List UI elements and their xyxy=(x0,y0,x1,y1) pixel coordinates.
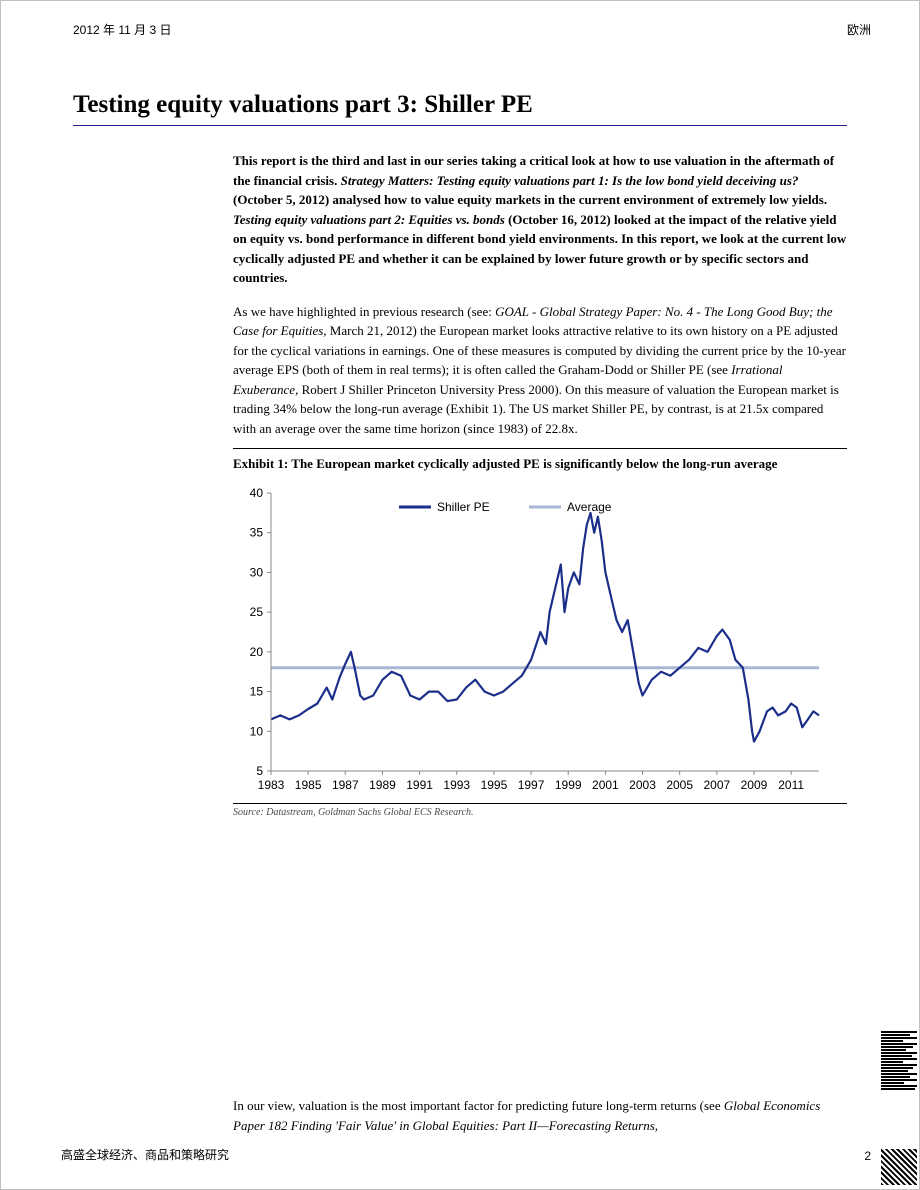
svg-text:2003: 2003 xyxy=(629,778,656,792)
qr-decoration xyxy=(881,1149,917,1185)
chart-source: Source: Datastream, Goldman Sachs Global… xyxy=(233,803,847,818)
svg-text:Average: Average xyxy=(567,500,612,514)
footer-left: 高盛全球经济、商品和策略研究 xyxy=(61,1146,229,1163)
svg-text:1985: 1985 xyxy=(295,778,322,792)
svg-text:2009: 2009 xyxy=(741,778,768,792)
svg-text:10: 10 xyxy=(250,724,264,738)
footer-paragraph: In our view, valuation is the most impor… xyxy=(233,1096,847,1135)
svg-text:1987: 1987 xyxy=(332,778,359,792)
svg-text:2005: 2005 xyxy=(666,778,693,792)
svg-text:1999: 1999 xyxy=(555,778,582,792)
svg-text:20: 20 xyxy=(250,645,264,659)
svg-text:5: 5 xyxy=(256,764,263,778)
page-footer: 高盛全球经济、商品和策略研究 2 xyxy=(61,1146,871,1163)
svg-text:Shiller PE: Shiller PE xyxy=(437,500,490,514)
svg-text:2001: 2001 xyxy=(592,778,619,792)
svg-text:1995: 1995 xyxy=(481,778,508,792)
intro-italic-1: Strategy Matters: Testing equity valuati… xyxy=(341,173,799,188)
svg-text:40: 40 xyxy=(250,486,264,500)
header-region: 欧洲 xyxy=(847,21,871,38)
svg-text:2011: 2011 xyxy=(778,778,804,792)
svg-text:1997: 1997 xyxy=(518,778,545,792)
footer-para-pre: In our view, valuation is the most impor… xyxy=(233,1098,724,1113)
svg-text:15: 15 xyxy=(250,685,264,699)
svg-text:1993: 1993 xyxy=(443,778,470,792)
para1-pre: As we have highlighted in previous resea… xyxy=(233,304,495,319)
page-title: Testing equity valuations part 3: Shille… xyxy=(73,91,847,126)
svg-text:2007: 2007 xyxy=(703,778,730,792)
body-paragraph-1: As we have highlighted in previous resea… xyxy=(233,302,847,439)
footer-page-number: 2 xyxy=(864,1149,871,1163)
content-area: This report is the third and last in our… xyxy=(233,151,847,818)
svg-text:30: 30 xyxy=(250,566,264,580)
page-header: 2012 年 11 月 3 日 欧洲 xyxy=(73,21,871,38)
barcode-decoration xyxy=(881,1031,917,1131)
shiller-pe-chart: 5 10 15 20 25 30 35 40 1983 1985 1987 1989 1991 1993 1… xyxy=(229,481,829,801)
svg-text:1983: 1983 xyxy=(258,778,285,792)
svg-text:35: 35 xyxy=(250,526,264,540)
intro-paragraph: This report is the third and last in our… xyxy=(233,151,847,288)
intro-italic-2: Testing equity valuations part 2: Equiti… xyxy=(233,212,505,227)
svg-text:1991: 1991 xyxy=(406,778,433,792)
para1-post: Robert J Shiller Princeton University Pr… xyxy=(233,382,839,436)
header-date: 2012 年 11 月 3 日 xyxy=(73,21,172,38)
svg-text:25: 25 xyxy=(250,605,264,619)
intro-text-2: (October 5, 2012) analysed how to value … xyxy=(233,192,827,207)
svg-text:1989: 1989 xyxy=(369,778,396,792)
exhibit-title: Exhibit 1: The European market cyclicall… xyxy=(233,448,847,473)
